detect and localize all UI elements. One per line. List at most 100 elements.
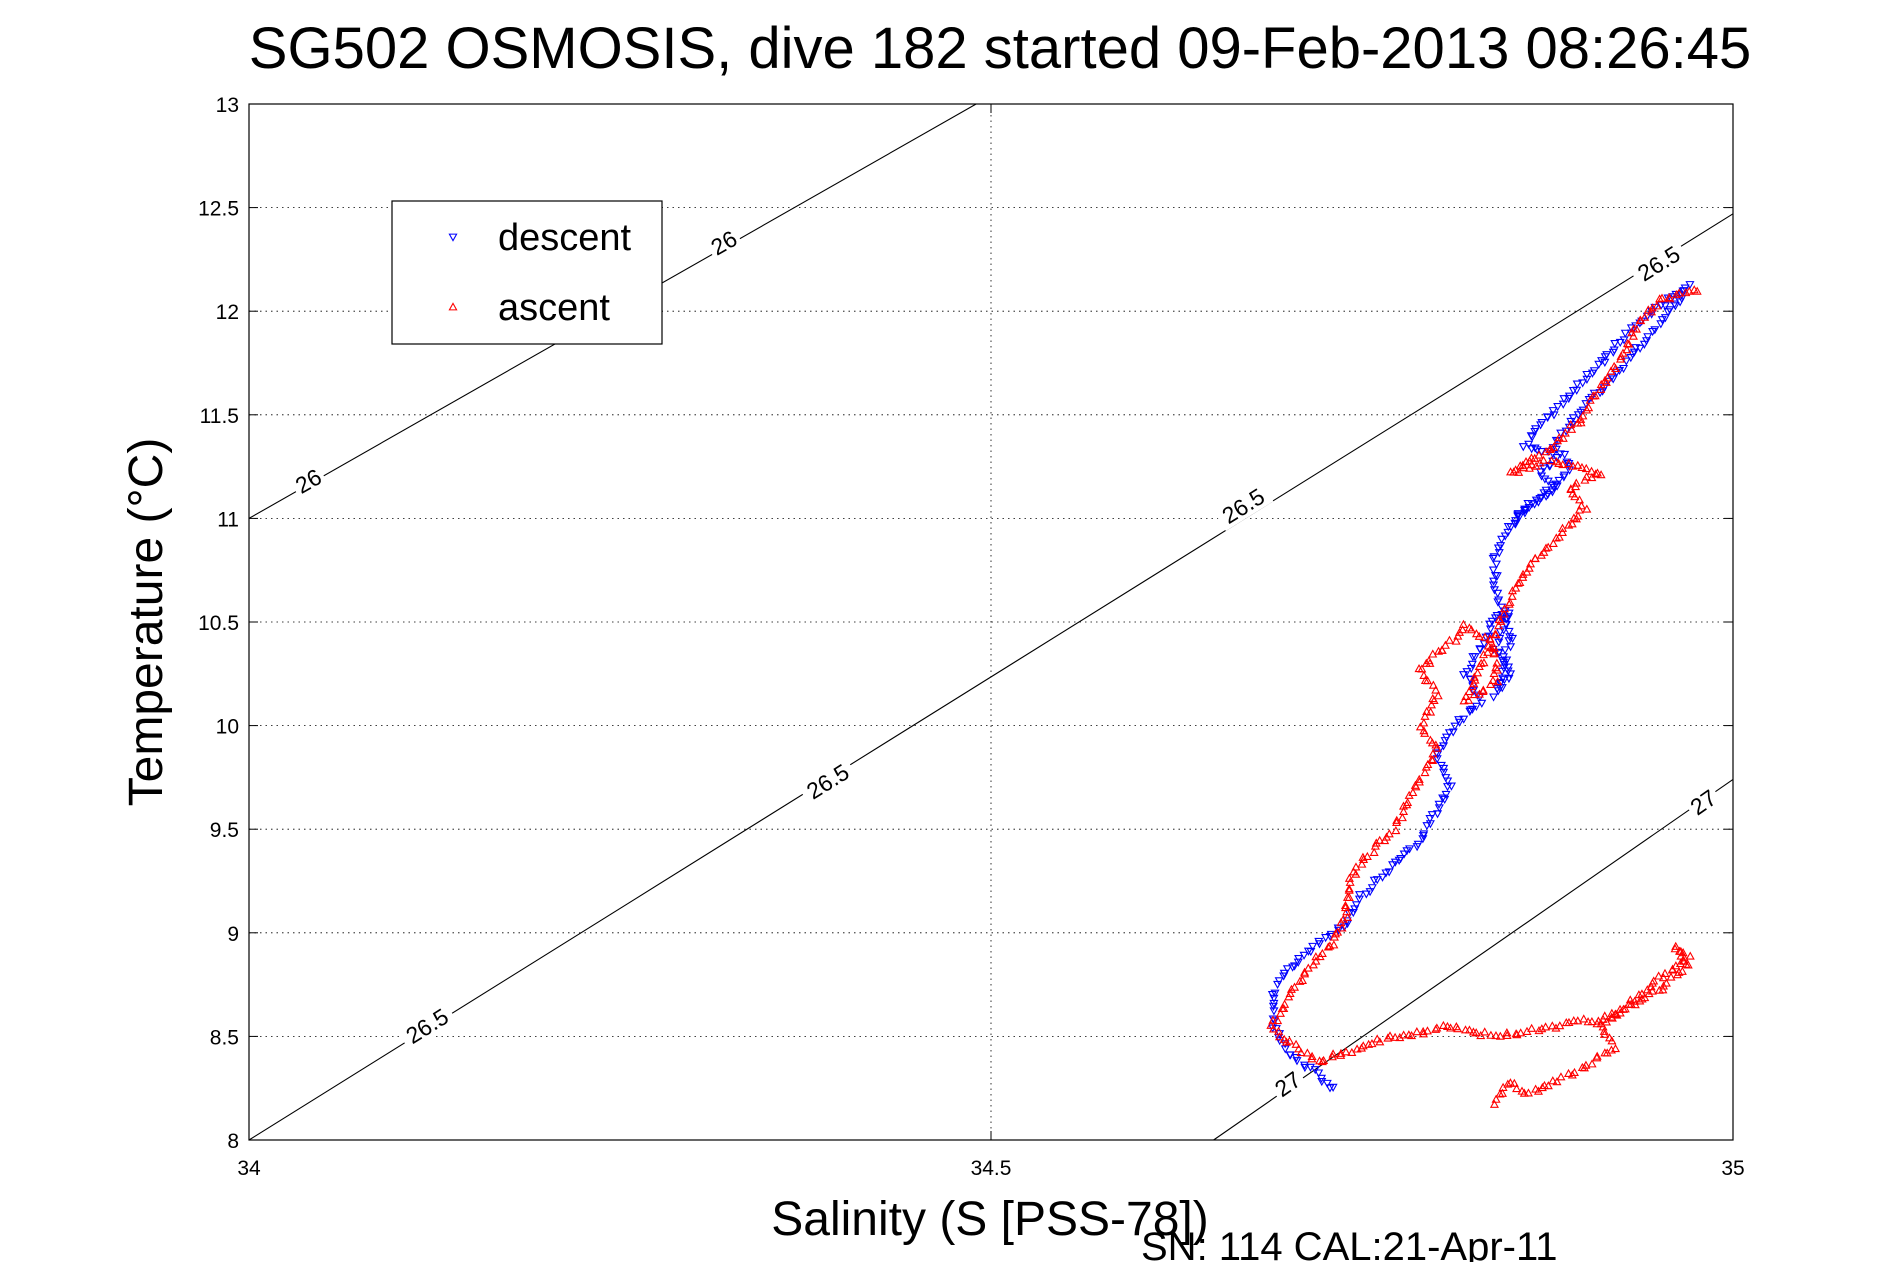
data-point-ascent	[1489, 668, 1499, 677]
contour-label-bg	[287, 461, 329, 500]
data-point-ascent	[1541, 543, 1551, 552]
data-point-descent	[1351, 901, 1361, 910]
data-point-descent	[1568, 414, 1578, 423]
data-point-ascent	[1590, 391, 1600, 400]
data-point-descent	[1562, 458, 1572, 467]
data-point-descent	[1434, 800, 1444, 809]
data-point-ascent	[1582, 405, 1592, 414]
y-tick-label: 12.5	[198, 198, 239, 221]
data-point-ascent	[1399, 1030, 1409, 1039]
data-point-ascent	[1681, 959, 1691, 968]
data-point-descent	[1603, 377, 1613, 386]
data-point-descent	[1488, 581, 1499, 590]
x-tick-label: 34.5	[971, 1157, 1012, 1180]
data-point-descent	[1531, 496, 1541, 505]
data-point-descent	[1354, 895, 1364, 904]
data-point-descent	[1282, 965, 1292, 974]
data-point-ascent	[1418, 1029, 1428, 1038]
data-point-descent	[1499, 660, 1509, 670]
data-point-ascent	[1294, 1044, 1304, 1053]
data-point-descent	[1615, 338, 1625, 348]
data-point-ascent	[1511, 465, 1521, 474]
legend-box	[391, 200, 663, 345]
data-point-descent	[1413, 840, 1423, 849]
data-point-descent	[1425, 815, 1435, 824]
data-point-descent	[1384, 868, 1394, 877]
data-point-descent	[1467, 660, 1477, 669]
x-tick-label: 35	[1721, 1157, 1744, 1180]
contour-label-bg	[1682, 781, 1724, 822]
data-point-descent	[1520, 505, 1530, 514]
data-point-ascent	[1657, 293, 1667, 302]
data-point-descent	[1322, 1079, 1332, 1088]
data-point-descent	[1565, 466, 1575, 475]
data-point-ascent	[1474, 689, 1484, 698]
data-point-descent	[1299, 1061, 1310, 1070]
data-point-descent	[1608, 348, 1618, 357]
data-point-ascent	[1577, 462, 1587, 472]
data-point-descent	[1444, 729, 1454, 738]
data-point-ascent	[1546, 444, 1556, 453]
data-point-descent	[1422, 822, 1432, 831]
data-point-ascent	[1596, 470, 1606, 479]
data-point-ascent	[1554, 458, 1564, 468]
data-point-ascent	[1336, 1050, 1346, 1059]
data-point-descent	[1490, 571, 1501, 581]
axis-ticks: 34 34.5 35 8 8.5 9 9.5 10 10.5 11 11.5 12 12.5 13	[198, 94, 1745, 1180]
data-point-ascent	[1547, 1021, 1557, 1030]
data-point-ascent	[1483, 641, 1493, 650]
y-tick-label: 10	[216, 716, 239, 739]
data-point-ascent	[1554, 433, 1564, 442]
data-point-ascent	[1302, 1048, 1312, 1057]
data-point-descent	[1458, 671, 1469, 680]
data-point-descent	[1499, 626, 1509, 635]
data-point-descent	[1294, 954, 1304, 964]
data-point-ascent	[1341, 1047, 1351, 1056]
y-tick-label: 8.5	[210, 1026, 239, 1049]
data-point-ascent	[1509, 1078, 1519, 1087]
data-point-ascent	[1516, 1028, 1526, 1037]
data-point-descent	[1310, 1066, 1320, 1075]
data-point-ascent	[1573, 460, 1583, 469]
data-point-descent	[1559, 471, 1569, 480]
chart-title: SG502 OSMOSIS, dive 182 started 09-Feb-2…	[249, 16, 1751, 81]
data-point-ascent	[1419, 726, 1429, 735]
data-point-ascent	[1675, 958, 1685, 968]
data-point-ascent	[1328, 1049, 1338, 1058]
data-series	[1266, 281, 1702, 1108]
data-point-descent	[1274, 977, 1284, 986]
data-point-ascent	[1468, 1027, 1478, 1036]
data-point-descent	[1650, 303, 1660, 312]
data-point-descent	[1501, 615, 1511, 624]
data-point-ascent	[1438, 1020, 1448, 1030]
data-point-ascent	[1522, 1026, 1532, 1035]
data-point-descent	[1494, 596, 1504, 605]
data-point-ascent	[1268, 1015, 1278, 1024]
data-point-ascent	[1543, 542, 1553, 551]
data-point-descent	[1587, 369, 1597, 378]
data-point-ascent	[1464, 686, 1474, 696]
data-point-ascent	[1317, 948, 1327, 958]
data-point-ascent	[1564, 520, 1574, 529]
data-point-ascent	[1494, 614, 1504, 624]
contour-label-bg	[796, 754, 858, 807]
data-point-descent	[1285, 1051, 1295, 1060]
data-point-ascent	[1357, 859, 1367, 868]
data-point-ascent	[1451, 636, 1461, 645]
data-point-ascent	[1489, 1099, 1499, 1108]
data-point-ascent	[1557, 527, 1568, 537]
data-point-ascent	[1491, 1031, 1501, 1040]
data-point-ascent	[1391, 825, 1401, 835]
data-point-ascent	[1630, 1000, 1640, 1009]
data-point-ascent	[1431, 1024, 1441, 1033]
y-axis-label: Temperature (°C)	[120, 438, 173, 807]
data-point-ascent	[1497, 1088, 1508, 1097]
data-point-ascent	[1480, 1027, 1490, 1036]
data-point-ascent	[1460, 1025, 1471, 1034]
data-point-ascent	[1395, 1032, 1405, 1042]
data-point-ascent	[1349, 867, 1359, 876]
data-point-ascent	[1539, 547, 1549, 556]
data-point-descent	[1497, 535, 1507, 544]
data-point-ascent	[1558, 433, 1568, 442]
data-point-descent	[1372, 876, 1382, 885]
